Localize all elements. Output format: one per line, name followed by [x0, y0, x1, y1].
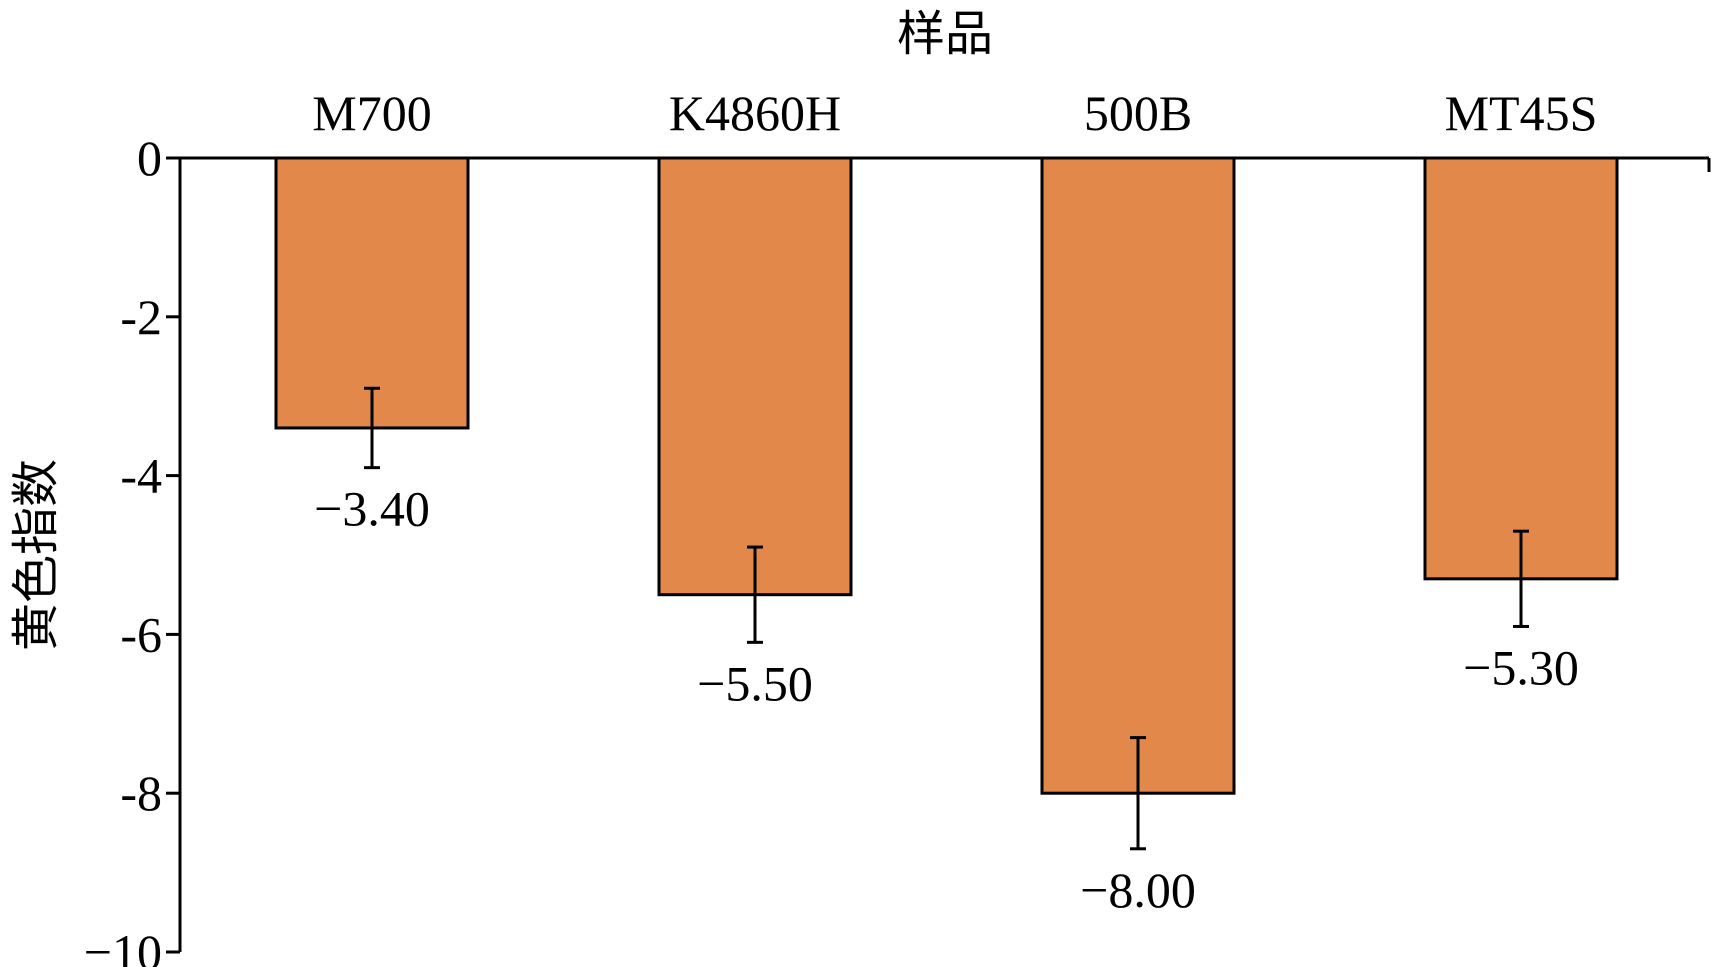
y-tick-label: 0	[137, 130, 162, 186]
category-label: M700	[312, 85, 431, 141]
y-tick-label: -6	[120, 606, 162, 662]
data-label: −3.40	[314, 481, 430, 537]
category-label: 500B	[1084, 85, 1192, 141]
y-axis-title: 黄色指数	[8, 459, 64, 651]
y-tick-label: -4	[120, 448, 162, 504]
bar	[1040, 156, 1236, 795]
chart-marks: 0 -2 -4 -6 -8 −10 M700 −3.40 K4860H −5.50 500B −8.0…	[84, 85, 1619, 967]
category-label: K4860H	[669, 85, 841, 141]
data-label: −8.00	[1080, 862, 1196, 918]
category-label: MT45S	[1445, 85, 1598, 141]
x-axis-title: 样品	[897, 6, 993, 62]
bar	[1423, 156, 1619, 581]
y-tick-label: −10	[84, 924, 162, 967]
data-label: −5.30	[1463, 639, 1579, 695]
y-tick-label: -8	[120, 765, 162, 821]
data-label: −5.50	[697, 655, 813, 711]
y-tick-label: -2	[120, 289, 162, 345]
bar	[657, 156, 853, 597]
